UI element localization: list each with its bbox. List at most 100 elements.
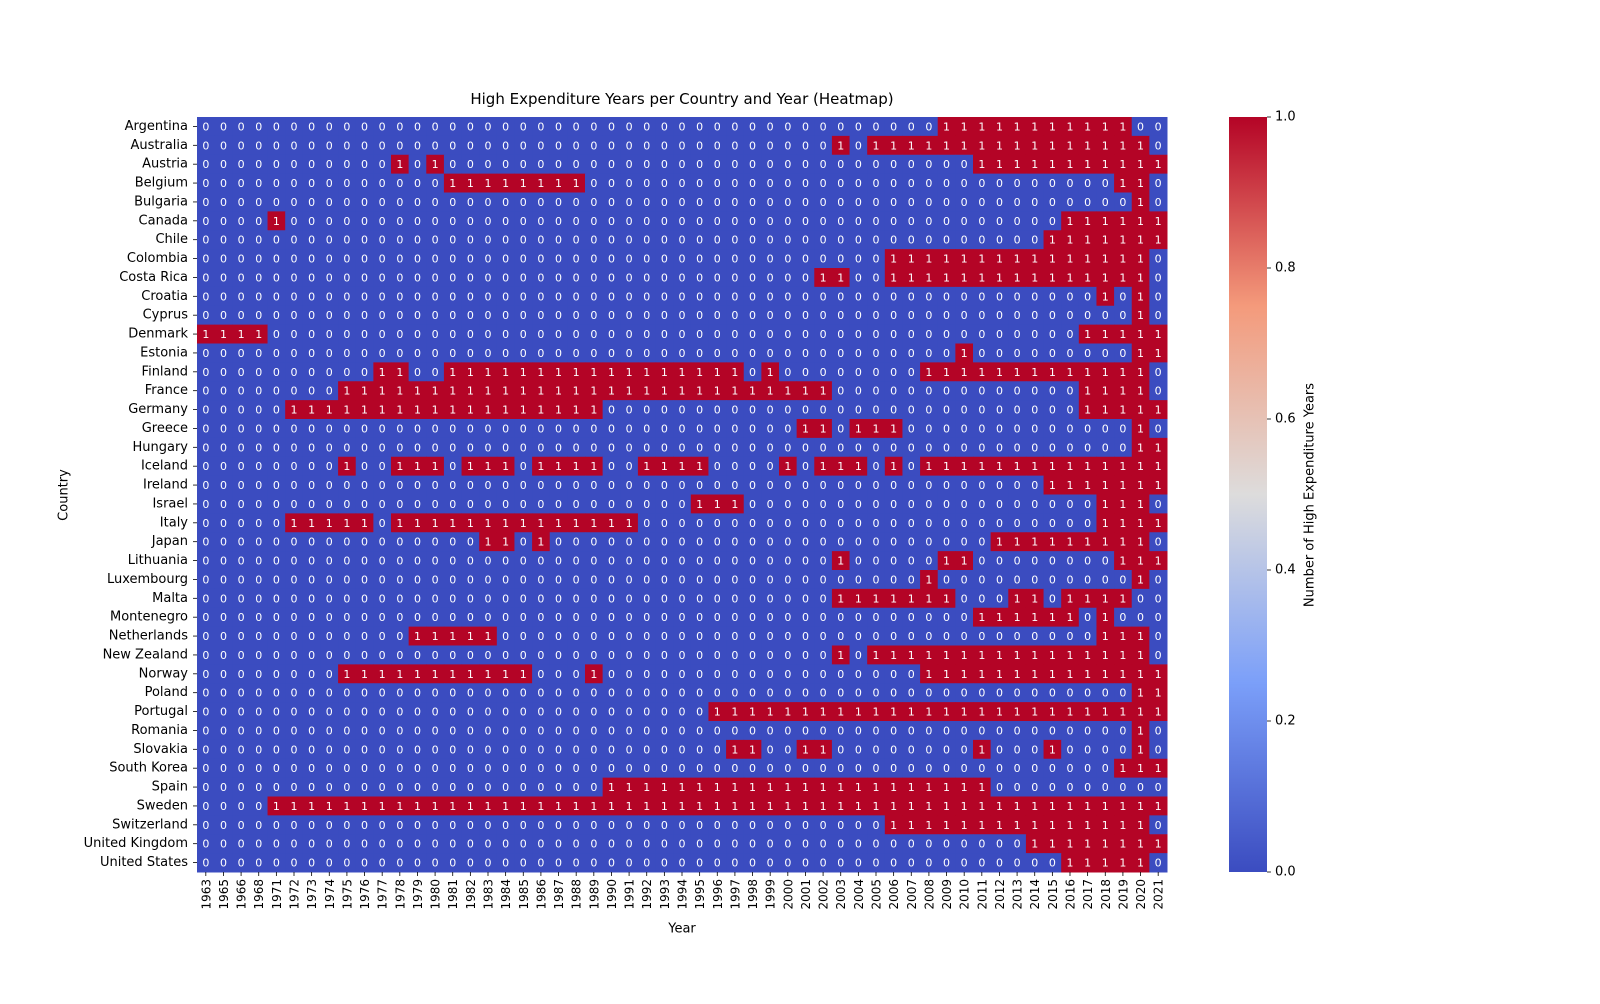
- cell-label: 0: [520, 460, 527, 473]
- cell-label: 0: [749, 120, 756, 133]
- heatmap-cell: [567, 173, 586, 193]
- cell-label: 0: [873, 460, 880, 473]
- heatmap-cell: [708, 135, 727, 156]
- heatmap-cell: [373, 249, 392, 269]
- cell-label: 0: [890, 196, 897, 209]
- heatmap-cell: [1061, 173, 1080, 193]
- cell-label: 0: [485, 290, 492, 303]
- cell-label: 0: [855, 724, 862, 737]
- cell-label: 0: [855, 762, 862, 775]
- cell-label: 0: [220, 838, 227, 851]
- cell-label: 0: [432, 743, 439, 756]
- cell-label: 0: [238, 706, 245, 719]
- colorbar-tick-label: 0.2: [1275, 714, 1296, 729]
- x-tick-label: 1966: [235, 879, 249, 910]
- cell-label: 0: [291, 139, 298, 152]
- cell-label: 0: [908, 743, 915, 756]
- cell-label: 0: [573, 857, 580, 870]
- cell-label: 0: [802, 687, 809, 700]
- cell-label: 0: [432, 196, 439, 209]
- cell-label: 0: [449, 706, 456, 719]
- cell-label: 0: [273, 555, 280, 568]
- heatmap-cell: [320, 249, 339, 269]
- cell-label: 0: [855, 838, 862, 851]
- cell-label: 1: [1031, 366, 1038, 379]
- cell-label: 0: [1067, 687, 1074, 700]
- cell-label: 0: [749, 611, 756, 624]
- cell-label: 0: [802, 215, 809, 228]
- cell-label: 1: [1067, 460, 1074, 473]
- heatmap-cell: [532, 173, 551, 193]
- cell-label: 0: [590, 271, 597, 284]
- cell-label: 0: [749, 347, 756, 360]
- cell-label: 0: [291, 687, 298, 700]
- cell-label: 1: [537, 517, 544, 530]
- cell-label: 0: [696, 536, 703, 549]
- cell-label: 0: [379, 573, 386, 586]
- heatmap-cell: [320, 268, 339, 288]
- cell-label: 1: [555, 385, 562, 398]
- cell-label: 0: [925, 177, 932, 190]
- cell-label: 0: [925, 838, 932, 851]
- cell-label: 0: [908, 404, 915, 417]
- cell-label: 1: [820, 271, 827, 284]
- x-tick-label: 1988: [570, 879, 584, 910]
- cell-label: 0: [520, 706, 527, 719]
- cell-label: 0: [555, 573, 562, 586]
- cell-label: 0: [220, 422, 227, 435]
- cell-label: 0: [202, 838, 209, 851]
- cell-label: 0: [414, 309, 421, 322]
- cell-label: 0: [978, 536, 985, 549]
- cell-label: 0: [626, 139, 633, 152]
- cell-label: 0: [432, 177, 439, 190]
- heatmap-cell: [673, 154, 692, 175]
- cell-label: 0: [1067, 498, 1074, 511]
- heatmap-cell: [285, 230, 304, 250]
- cell-label: 0: [502, 706, 509, 719]
- cell-label: 0: [1102, 573, 1109, 586]
- cell-label: 0: [1049, 290, 1056, 303]
- cell-label: 1: [961, 460, 968, 473]
- cell-label: 0: [555, 271, 562, 284]
- cell-label: 0: [537, 743, 544, 756]
- cell-label: 0: [414, 328, 421, 341]
- cell-label: 1: [1119, 517, 1126, 530]
- cell-label: 0: [837, 120, 844, 133]
- cell-label: 0: [820, 611, 827, 624]
- cell-label: 0: [608, 120, 615, 133]
- cell-label: 0: [925, 328, 932, 341]
- cell-label: 0: [1031, 517, 1038, 530]
- cell-label: 0: [855, 120, 862, 133]
- heatmap-cell: [690, 249, 709, 269]
- cell-label: 1: [978, 649, 985, 662]
- cell-label: 0: [308, 479, 315, 492]
- cell-label: 0: [643, 668, 650, 681]
- cell-label: 0: [608, 649, 615, 662]
- cell-label: 0: [661, 158, 668, 171]
- cell-label: 0: [432, 781, 439, 794]
- cell-label: 1: [432, 517, 439, 530]
- cell-label: 0: [326, 460, 333, 473]
- cell-label: 0: [343, 706, 350, 719]
- cell-label: 0: [696, 441, 703, 454]
- cell-label: 1: [1119, 158, 1126, 171]
- cell-label: 1: [396, 460, 403, 473]
- cell-label: 0: [326, 706, 333, 719]
- cell-label: 0: [255, 385, 262, 398]
- cell-label: 0: [978, 234, 985, 247]
- cell-label: 0: [485, 706, 492, 719]
- heatmap-cell: [249, 249, 269, 269]
- heatmap-cell: [496, 249, 515, 269]
- y-tick-label: Romania: [131, 723, 188, 738]
- heatmap-cell: [426, 230, 445, 250]
- cell-label: 0: [784, 215, 791, 228]
- cell-label: 0: [784, 630, 791, 643]
- cell-label: 0: [820, 309, 827, 322]
- heatmap-cell: [1149, 117, 1168, 137]
- cell-label: 0: [749, 234, 756, 247]
- cell-label: 0: [731, 630, 738, 643]
- cell-label: 1: [1014, 611, 1021, 624]
- cell-label: 0: [502, 120, 509, 133]
- cell-label: 1: [1014, 706, 1021, 719]
